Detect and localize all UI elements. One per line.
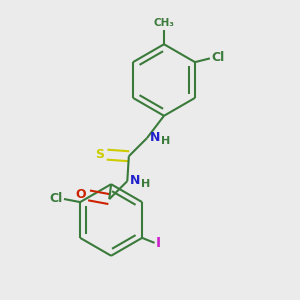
Text: N: N <box>149 131 160 144</box>
Text: Cl: Cl <box>49 193 62 206</box>
Text: H: H <box>161 136 170 146</box>
Text: H: H <box>141 179 151 189</box>
Text: N: N <box>130 174 140 187</box>
Text: S: S <box>95 148 104 160</box>
Text: Cl: Cl <box>212 51 225 64</box>
Text: I: I <box>156 236 161 250</box>
Text: CH₃: CH₃ <box>154 18 175 28</box>
Text: O: O <box>75 188 86 201</box>
